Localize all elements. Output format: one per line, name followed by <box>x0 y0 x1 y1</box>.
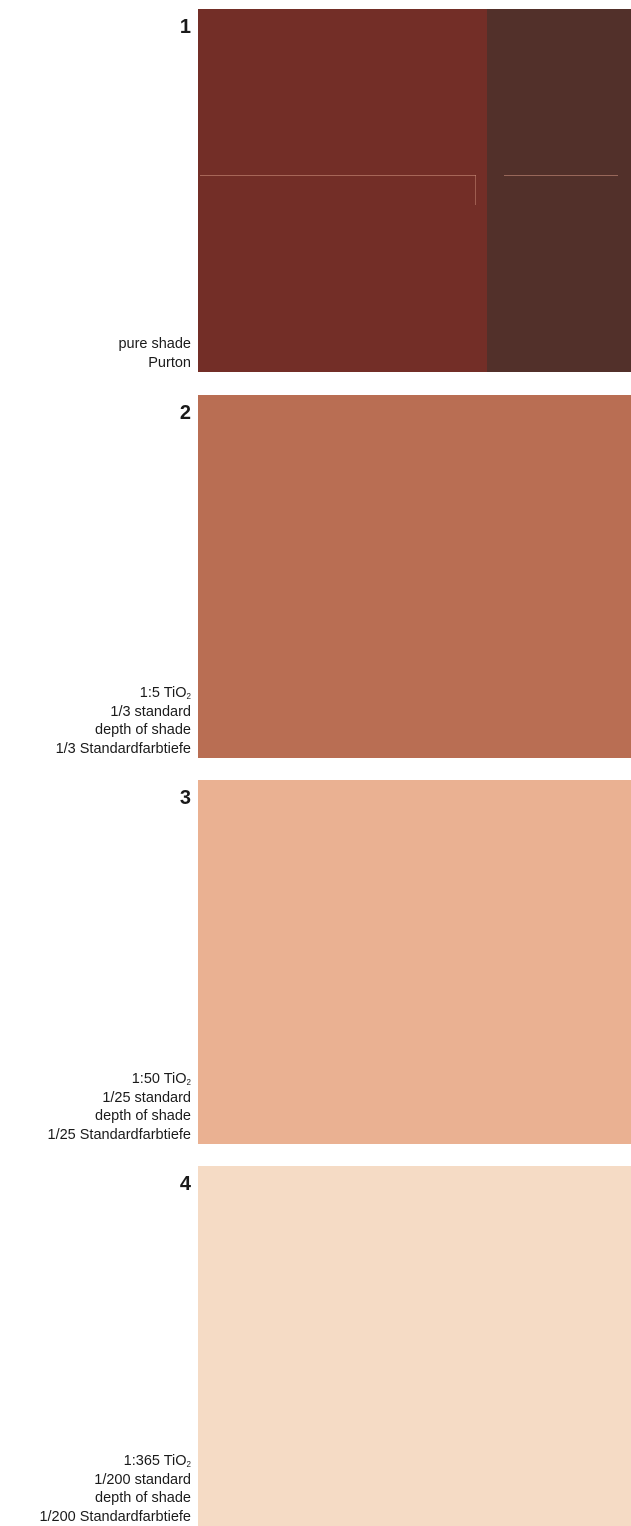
ratio-subscript: 2 <box>186 1460 191 1469</box>
swatch-main-panel <box>198 9 487 372</box>
swatch-label-line: 1/25 standard <box>102 1089 191 1106</box>
divider-line <box>504 175 618 176</box>
swatch-labels: 1:365 TiO2 1/200 standard depth of shade… <box>39 1452 191 1526</box>
ratio-text: 1:5 TiO <box>139 685 187 701</box>
divider-line <box>200 175 476 176</box>
swatch-label-line: 1/200 standard <box>94 1471 191 1488</box>
swatch-side-panel <box>487 9 631 372</box>
swatch-label-line: depth of shade <box>95 1108 191 1124</box>
swatch-row-3: 3 1:50 TiO2 1/25 standard depth of shade… <box>0 780 631 1144</box>
swatch-label-line: 1/25 Standardfarbtiefe <box>47 1126 192 1143</box>
swatch-ratio: 1:5 TiO2 <box>56 684 191 703</box>
swatch-label-line: 1/3 standard <box>110 703 191 720</box>
color-swatch-1-365 <box>198 1166 631 1526</box>
swatch-ratio: 1:50 TiO2 <box>48 1070 191 1089</box>
ratio-subscript: 2 <box>186 692 191 701</box>
divider-line <box>475 175 476 205</box>
swatch-label-line: 1/200 Standardfarbtiefe <box>39 1508 191 1525</box>
swatch-labels: pure shade Purton <box>118 335 191 372</box>
swatch-number: 3 <box>179 787 191 809</box>
swatch-label-line: Purton <box>148 354 191 371</box>
color-swatch-1-5 <box>198 395 631 758</box>
ratio-text: 1:50 TiO <box>131 1071 187 1087</box>
swatch-number: 2 <box>179 402 191 424</box>
swatch-ratio: 1:365 TiO2 <box>39 1452 191 1471</box>
swatch-number: 4 <box>179 1173 191 1195</box>
swatch-label-line: pure shade <box>118 336 191 352</box>
ratio-subscript: 2 <box>186 1078 191 1087</box>
swatch-row-4: 4 1:365 TiO2 1/200 standard depth of sha… <box>0 1166 631 1526</box>
color-swatch-pure-shade <box>198 9 631 372</box>
swatch-row-2: 2 1:5 TiO2 1/3 standard depth of shade 1… <box>0 395 631 758</box>
swatch-label-line: depth of shade <box>95 722 191 738</box>
swatch-label-line: 1/3 Standardfarbtiefe <box>55 740 191 757</box>
color-swatch-1-50 <box>198 780 631 1144</box>
swatch-labels: 1:50 TiO2 1/25 standard depth of shade 1… <box>48 1070 192 1144</box>
ratio-text: 1:365 TiO <box>123 1453 187 1469</box>
swatch-number: 1 <box>179 16 191 38</box>
swatch-row-1: 1 pure shade Purton <box>0 9 631 372</box>
swatch-label-line: depth of shade <box>95 1490 191 1506</box>
swatch-labels: 1:5 TiO2 1/3 standard depth of shade 1/3… <box>56 684 191 758</box>
